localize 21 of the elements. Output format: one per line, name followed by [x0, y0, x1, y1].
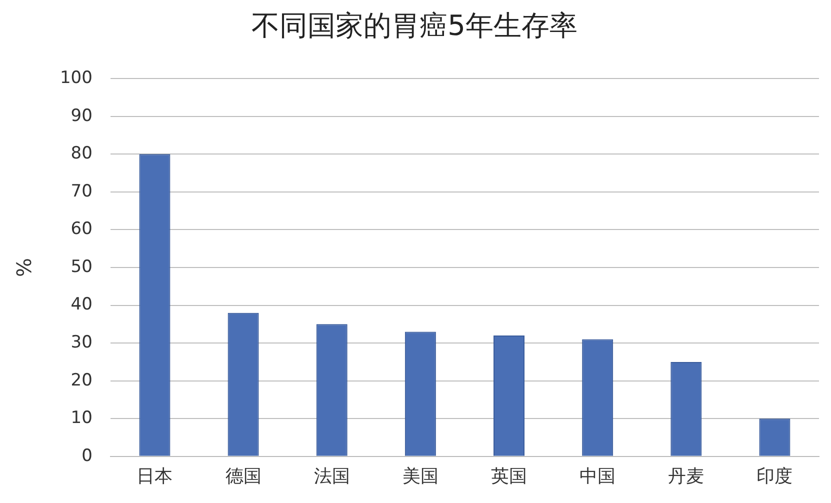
y-tick-label: 90 [70, 106, 92, 126]
y-tick-label: 70 [70, 181, 92, 202]
x-tick-label: 中国 [580, 466, 616, 487]
y-tick-label: 0 [82, 446, 92, 466]
y-tick-label: 50 [70, 256, 92, 277]
y-tick-label: 20 [70, 370, 92, 390]
x-tick-label: 印度 [756, 466, 793, 487]
x-tick-label: 德国 [225, 466, 262, 487]
y-tick-label: 80 [70, 144, 92, 164]
y-tick-label: 10 [70, 408, 92, 428]
y-axis-title: % [12, 258, 36, 278]
y-tick-label: 100 [60, 68, 92, 88]
y-tick-label: 40 [70, 294, 92, 315]
x-tick-label: 英国 [491, 466, 528, 487]
y-tick-label: 60 [70, 219, 92, 240]
x-tick-label: 美国 [402, 466, 438, 487]
x-tick-label: 法国 [314, 466, 350, 487]
chart-title: 不同国家的胃癌5年生存率 [252, 9, 578, 42]
y-tick-label: 30 [70, 332, 92, 352]
x-tick-label: 日本 [136, 466, 173, 487]
x-tick-label: 丹麦 [668, 466, 704, 487]
